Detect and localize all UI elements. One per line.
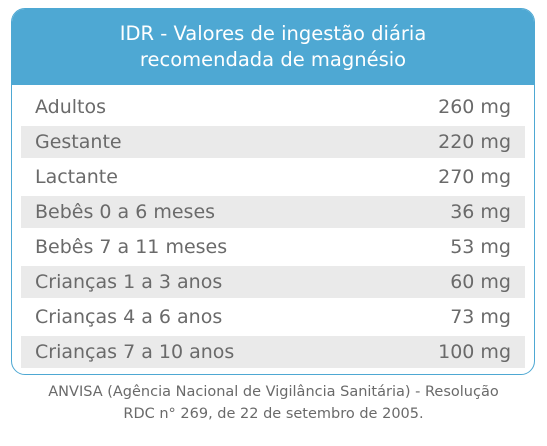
table-row: Bebês 7 a 11 meses 53 mg	[21, 231, 525, 263]
table-row: Adultos 260 mg	[21, 91, 525, 123]
row-group-label: Lactante	[35, 165, 118, 188]
table-body: Adultos 260 mg Gestante 220 mg Lactante …	[12, 85, 534, 368]
source-citation: ANVISA (Agência Nacional de Vigilância S…	[0, 381, 547, 425]
row-group-label: Bebês 0 a 6 meses	[35, 200, 216, 223]
row-value: 53 mg	[450, 235, 511, 258]
table-title-line-1: IDR - Valores de ingestão diária	[119, 22, 427, 45]
row-group-label: Gestante	[35, 130, 122, 153]
source-line-2: RDC n° 269, de 22 de setembro de 2005.	[123, 406, 424, 422]
row-group-label: Bebês 7 a 11 meses	[35, 235, 228, 258]
idr-table-card: IDR - Valores de ingestão diária recomen…	[11, 8, 535, 375]
table-row: Lactante 270 mg	[21, 161, 525, 193]
source-line-1: ANVISA (Agência Nacional de Vigilância S…	[48, 384, 499, 400]
table-row: Crianças 7 a 10 anos 100 mg	[21, 336, 525, 368]
table-header: IDR - Valores de ingestão diária recomen…	[12, 9, 534, 85]
row-value: 100 mg	[438, 340, 511, 363]
row-value: 73 mg	[450, 305, 511, 328]
table-title-line-2: recomendada de magnésio	[139, 48, 407, 71]
table-row: Crianças 1 a 3 anos 60 mg	[21, 266, 525, 298]
row-group-label: Crianças 4 a 6 anos	[35, 305, 223, 328]
row-group-label: Crianças 1 a 3 anos	[35, 270, 223, 293]
row-group-label: Adultos	[35, 95, 107, 118]
table-row: Gestante 220 mg	[21, 126, 525, 158]
row-value: 270 mg	[438, 165, 511, 188]
table-row: Bebês 0 a 6 meses 36 mg	[21, 196, 525, 228]
row-value: 220 mg	[438, 130, 511, 153]
row-group-label: Crianças 7 a 10 anos	[35, 340, 235, 363]
row-value: 60 mg	[450, 270, 511, 293]
row-value: 36 mg	[450, 200, 511, 223]
table-row: Crianças 4 a 6 anos 73 mg	[21, 301, 525, 333]
row-value: 260 mg	[438, 95, 511, 118]
